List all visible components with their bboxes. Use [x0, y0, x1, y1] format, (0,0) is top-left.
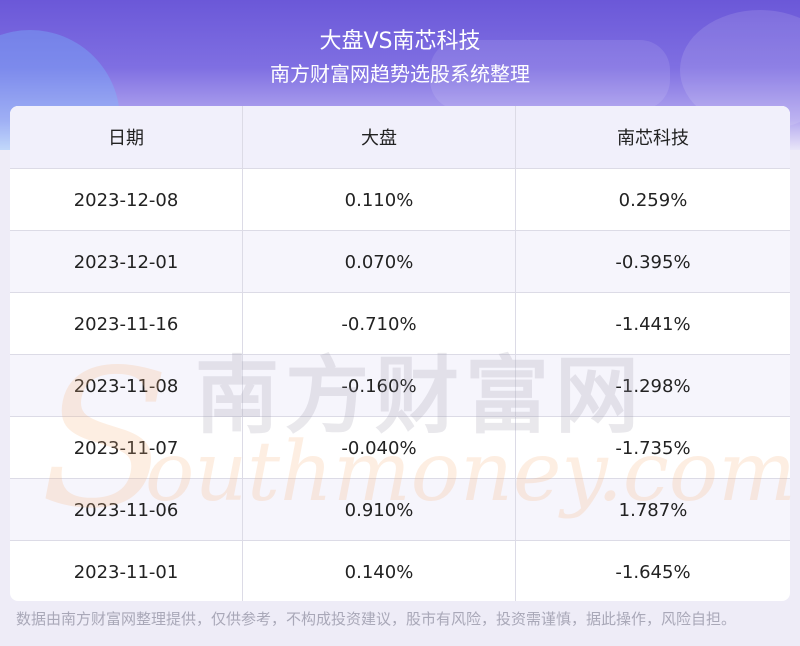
- date-cell: 2023-12-01: [10, 231, 243, 293]
- header-decoration: [430, 40, 670, 110]
- market-change-cell: -0.710%: [243, 293, 516, 355]
- table-row: 2023-11-06 0.910% 1.787%: [10, 478, 790, 541]
- date-cell: 2023-11-07: [10, 417, 243, 479]
- market-change-cell: 0.110%: [243, 169, 516, 231]
- table-row: 2023-11-01 0.140% -1.645%: [10, 540, 790, 601]
- stock-change-cell: -1.735%: [615, 437, 691, 459]
- date-cell: 2023-11-06: [10, 479, 243, 541]
- comparison-table: 日期 大盘 南芯科技 2023-12-08 0.110% 0.259% 2023…: [10, 106, 790, 601]
- market-change-cell: 0.910%: [243, 479, 516, 541]
- stock-change-cell: 1.787%: [618, 499, 688, 521]
- stock-change-cell: -1.298%: [615, 375, 691, 397]
- date-cell: 2023-11-01: [10, 541, 243, 601]
- date-cell: 2023-12-08: [10, 169, 243, 231]
- table-row: 2023-11-16 -0.710% -1.441%: [10, 292, 790, 355]
- table-row: 2023-12-01 0.070% -0.395%: [10, 230, 790, 293]
- date-cell: 2023-11-08: [10, 355, 243, 417]
- page-subtitle: 南方财富网趋势选股系统整理: [270, 62, 530, 86]
- table-row: 2023-11-07 -0.040% -1.735%: [10, 416, 790, 479]
- disclaimer-text: 数据由南方财富网整理提供，仅供参考，不构成投资建议，股市有风险，投资需谨慎，据此…: [16, 610, 737, 628]
- table-row: 2023-11-08 -0.160% -1.298%: [10, 354, 790, 417]
- column-header-market: 大盘: [243, 106, 516, 168]
- column-header-stock: 南芯科技: [617, 128, 689, 149]
- date-cell: 2023-11-16: [10, 293, 243, 355]
- stock-change-cell: -0.395%: [615, 251, 691, 273]
- page-title: 大盘VS南芯科技: [319, 29, 481, 54]
- table-row: 2023-12-08 0.110% 0.259%: [10, 168, 790, 231]
- column-header-date: 日期: [10, 106, 243, 168]
- market-change-cell: -0.160%: [243, 355, 516, 417]
- stock-change-cell: -1.441%: [615, 313, 691, 335]
- table-header-row: 日期 大盘 南芯科技: [10, 106, 790, 168]
- stock-change-cell: -1.645%: [615, 561, 691, 583]
- stock-change-cell: 0.259%: [618, 189, 688, 211]
- market-change-cell: 0.140%: [243, 541, 516, 601]
- market-change-cell: 0.070%: [243, 231, 516, 293]
- market-change-cell: -0.040%: [243, 417, 516, 479]
